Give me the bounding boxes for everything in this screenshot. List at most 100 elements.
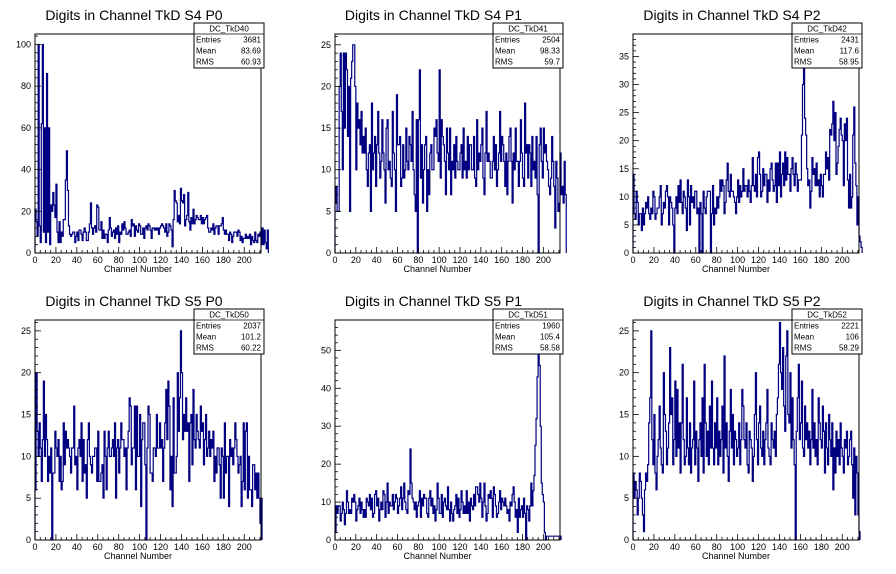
stats-label-mean: Mean <box>196 333 216 342</box>
stats-label-entries: Entries <box>196 322 221 331</box>
stats-value-entries: 2221 <box>841 322 859 331</box>
y-tick-label: 30 <box>321 421 331 431</box>
y-tick-label: 50 <box>321 345 331 355</box>
y-tick-label: 20 <box>321 81 331 91</box>
x-tick-label: 140 <box>174 542 189 552</box>
x-tick-label: 0 <box>332 255 337 265</box>
y-tick-label: 20 <box>619 368 629 378</box>
x-tick-label: 80 <box>413 255 423 265</box>
histogram-series <box>34 43 269 253</box>
y-tick-label: 0 <box>26 535 31 545</box>
chart-title: Digits in Channel TkD S4 P0 <box>45 7 222 23</box>
x-tick-label: 200 <box>237 542 252 552</box>
stats-value-rms: 58.58 <box>540 344 561 353</box>
stats-box: DC_TkD41 Entries 2504 Mean 98.33 RMS 59.7 <box>492 22 564 69</box>
y-tick-label: 10 <box>321 165 331 175</box>
x-tick-label: 100 <box>132 255 147 265</box>
chart-title: Digits in Channel TkD S4 P1 <box>345 7 522 23</box>
stats-label-rms: RMS <box>495 344 513 353</box>
stats-value-entries: 2431 <box>841 36 859 45</box>
x-tick-label: 100 <box>730 542 745 552</box>
plot-frame <box>34 33 262 254</box>
y-tick-label: 30 <box>619 80 629 90</box>
histogram-panel-0: Digits in Channel TkD S4 P0 0 20 40 60 80 100 1… <box>16 7 269 274</box>
x-tick-label: 120 <box>751 542 766 552</box>
x-tick-label: 200 <box>237 255 252 265</box>
x-tick-label: 120 <box>452 255 467 265</box>
x-tick-label: 40 <box>670 542 680 552</box>
histogram-panel-3: Digits in Channel TkD S5 P00 20 40 60 80 100 1… <box>21 293 265 561</box>
x-tick-label: 160 <box>494 542 509 552</box>
y-tick-label: 5 <box>624 493 629 503</box>
stats-label-mean: Mean <box>794 333 814 342</box>
y-tick-label: 0 <box>326 248 331 258</box>
stats-box: DC_TkD42 Entries 2431 Mean 117.6 RMS 58.95 <box>791 22 863 69</box>
x-tick-label: 80 <box>114 542 124 552</box>
y-tick-label: 40 <box>321 383 331 393</box>
y-tick-label: 5 <box>26 493 31 503</box>
y-tick-label: 35 <box>619 51 629 61</box>
histogram-panel-2: Digits in Channel TkD S4 P20 20 40 60 80 100 1… <box>619 7 863 274</box>
x-tick-label: 20 <box>649 542 659 552</box>
stats-label-rms: RMS <box>495 58 513 67</box>
histogram-panel-4: Digits in Channel TkD S5 P10 20 40 60 80 100 1… <box>321 293 564 561</box>
x-tick-label: 80 <box>114 255 124 265</box>
x-tick-label: 20 <box>649 255 659 265</box>
x-tick-label: 80 <box>712 542 722 552</box>
stats-value-entries: 2037 <box>243 322 261 331</box>
stats-box-frame <box>492 308 564 355</box>
stats-box-name: DC_TkD50 <box>209 311 249 320</box>
x-tick-label: 140 <box>473 542 488 552</box>
x-tick-label: 40 <box>372 542 382 552</box>
x-tick-label: 200 <box>536 255 551 265</box>
x-tick-label: 180 <box>515 255 530 265</box>
x-tick-label: 160 <box>793 255 808 265</box>
y-tick-label: 10 <box>321 497 331 507</box>
x-tick-label: 120 <box>153 542 168 552</box>
stats-value-mean: 117.6 <box>840 47 860 56</box>
x-tick-label: 160 <box>195 255 210 265</box>
x-tick-label: 180 <box>515 542 530 552</box>
stats-label-entries: Entries <box>196 36 221 45</box>
x-axis-label: Channel Number <box>702 551 770 561</box>
x-tick-label: 120 <box>153 255 168 265</box>
stats-box-name: DC_TkD52 <box>807 311 847 320</box>
x-tick-label: 160 <box>793 542 808 552</box>
y-tick-label: 20 <box>21 206 31 216</box>
x-axis-label: Channel Number <box>104 551 172 561</box>
y-tick-label: 15 <box>619 164 629 174</box>
y-tick-label: 25 <box>21 326 31 336</box>
stats-label-rms: RMS <box>794 344 812 353</box>
stats-value-entries: 1960 <box>542 322 560 331</box>
x-tick-label: 80 <box>712 255 722 265</box>
y-tick-label: 0 <box>624 535 629 545</box>
x-tick-label: 180 <box>814 542 829 552</box>
x-tick-label: 200 <box>835 542 850 552</box>
x-tick-label: 20 <box>51 255 61 265</box>
x-tick-label: 140 <box>473 255 488 265</box>
y-tick-label: 25 <box>321 40 331 50</box>
x-tick-label: 180 <box>814 255 829 265</box>
stats-value-mean: 106 <box>846 333 860 342</box>
stats-label-entries: Entries <box>495 322 520 331</box>
x-tick-label: 0 <box>630 255 635 265</box>
x-tick-label: 140 <box>174 255 189 265</box>
x-axis-label: Channel Number <box>104 264 172 274</box>
y-tick-label: 15 <box>21 410 31 420</box>
x-tick-label: 200 <box>536 542 551 552</box>
stats-box-frame <box>492 22 564 69</box>
y-tick-label: 40 <box>21 165 31 175</box>
stats-box-name: DC_TkD51 <box>508 311 548 320</box>
y-tick-label: 0 <box>624 248 629 258</box>
y-tick-label: 10 <box>619 451 629 461</box>
x-tick-label: 100 <box>432 542 447 552</box>
y-tick-label: 5 <box>624 220 629 230</box>
x-tick-label: 40 <box>72 255 82 265</box>
stats-value-mean: 83.69 <box>241 47 262 56</box>
y-tick-label: 15 <box>321 123 331 133</box>
x-axis-label: Channel Number <box>403 551 471 561</box>
x-tick-label: 60 <box>93 542 103 552</box>
chart-title: Digits in Channel TkD S5 P0 <box>45 293 222 309</box>
stats-label-mean: Mean <box>794 47 814 56</box>
